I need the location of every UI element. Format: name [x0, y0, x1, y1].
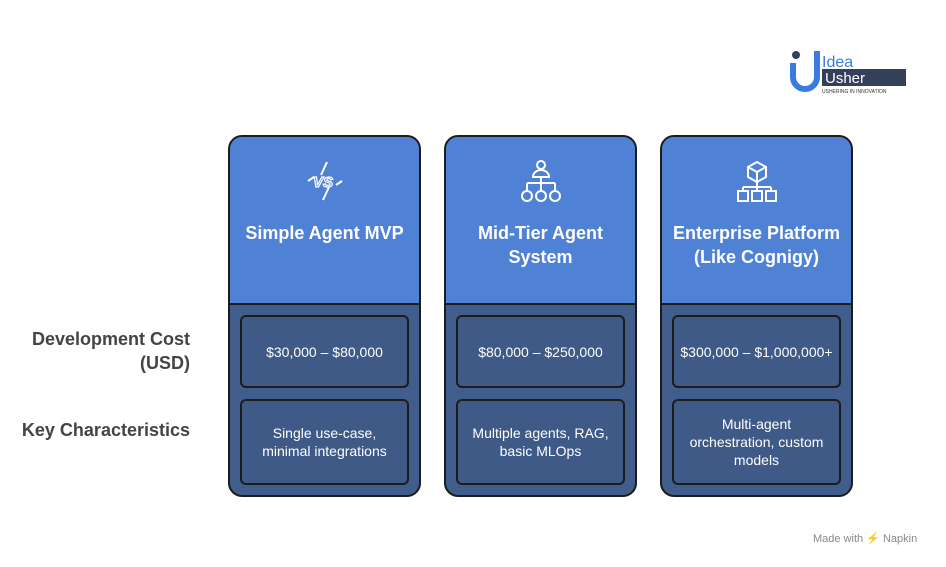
cost-cell: $30,000 – $80,000 — [240, 315, 409, 388]
svg-text:VS: VS — [313, 174, 333, 191]
characteristics-cell: Multiple agents, RAG, basic MLOps — [456, 399, 625, 485]
column-title: Enterprise Platform (Like Cognigy) — [672, 223, 841, 267]
column-simple-agent: VS Simple Agent MVP $30,000 – $80,000 Si… — [228, 135, 421, 497]
column-enterprise-platform: Enterprise Platform (Like Cognigy) $300,… — [660, 135, 853, 497]
logo-tagline: USHERING IN INNOVATION — [822, 89, 887, 95]
characteristics-cell: Multi-agent orchestration, custom models — [672, 399, 841, 485]
row-label-characteristics: Key Characteristics — [21, 420, 190, 440]
column-title: Mid-Tier Agent System — [478, 223, 603, 267]
logo-line1: Idea — [822, 54, 853, 71]
cube-network-icon — [736, 160, 777, 202]
logo-line2: Usher — [825, 70, 865, 87]
vs-icon: VS — [306, 161, 343, 201]
row-label-cost: Development Cost (USD) — [31, 329, 190, 373]
column-mid-tier-agent: Mid-Tier Agent System $80,000 – $250,000… — [444, 135, 637, 497]
cost-cell: $300,000 – $1,000,000+ — [672, 315, 841, 388]
cost-cell: $80,000 – $250,000 — [456, 315, 625, 388]
org-hierarchy-icon — [520, 160, 561, 202]
made-with-napkin: Made with ⚡ Napkin — [813, 533, 918, 545]
characteristics-cell: Single use-case, minimal integrations — [240, 399, 409, 485]
column-title: Simple Agent MVP — [245, 223, 404, 243]
idea-usher-logo: Idea Usher USHERING IN INNOVATION — [790, 47, 910, 102]
